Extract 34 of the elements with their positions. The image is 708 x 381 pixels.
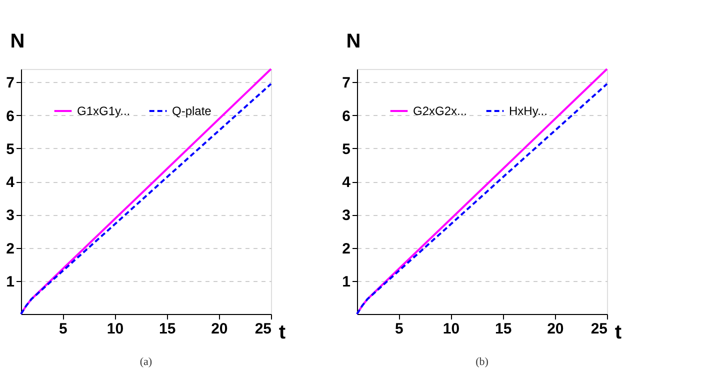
y-tick-label: 1 <box>6 273 14 290</box>
y-tick-label: 4 <box>6 174 16 192</box>
x-tick-label: 5 <box>394 320 404 338</box>
x-tick-label: 10 <box>106 320 124 338</box>
x-axis-title: t <box>278 322 286 344</box>
x-axis-title: t <box>614 322 622 344</box>
y-tick-label: 1 <box>342 273 350 290</box>
x-tick-label: 15 <box>158 320 176 338</box>
y-tick-label: 5 <box>6 140 14 158</box>
y-tick-label: 6 <box>6 108 14 125</box>
y-tick-label: 2 <box>6 240 14 258</box>
text: (b) <box>476 356 489 368</box>
x-tick-label: 10 <box>442 320 460 338</box>
y-tick-label: 3 <box>342 207 350 224</box>
x-tick-label: 15 <box>494 320 512 338</box>
y-tick-label: 7 <box>6 74 14 92</box>
x-tick-label: 5 <box>58 320 68 338</box>
x-tick-label: 25 <box>590 320 608 338</box>
legend-label: G2xG2x... <box>413 104 468 118</box>
y-tick-label: 6 <box>342 108 350 125</box>
y-tick-label: 3 <box>6 207 14 224</box>
y-tick-label: 7 <box>342 74 350 92</box>
legend-label: G1xG1y... <box>77 104 130 118</box>
legend-label: HxHy... <box>509 104 548 118</box>
x-tick-label: 20 <box>547 320 564 338</box>
y-tick-label: 5 <box>342 140 350 158</box>
x-tick-label: 25 <box>254 320 272 338</box>
y-tick-label: 2 <box>342 240 350 258</box>
legend-label: Q-plate <box>172 104 212 118</box>
y-axis-title: N <box>10 30 25 52</box>
text: (a) <box>140 356 152 368</box>
y-tick-label: 4 <box>342 174 352 192</box>
x-tick-label: 20 <box>211 320 228 338</box>
y-axis-title: N <box>346 30 361 52</box>
